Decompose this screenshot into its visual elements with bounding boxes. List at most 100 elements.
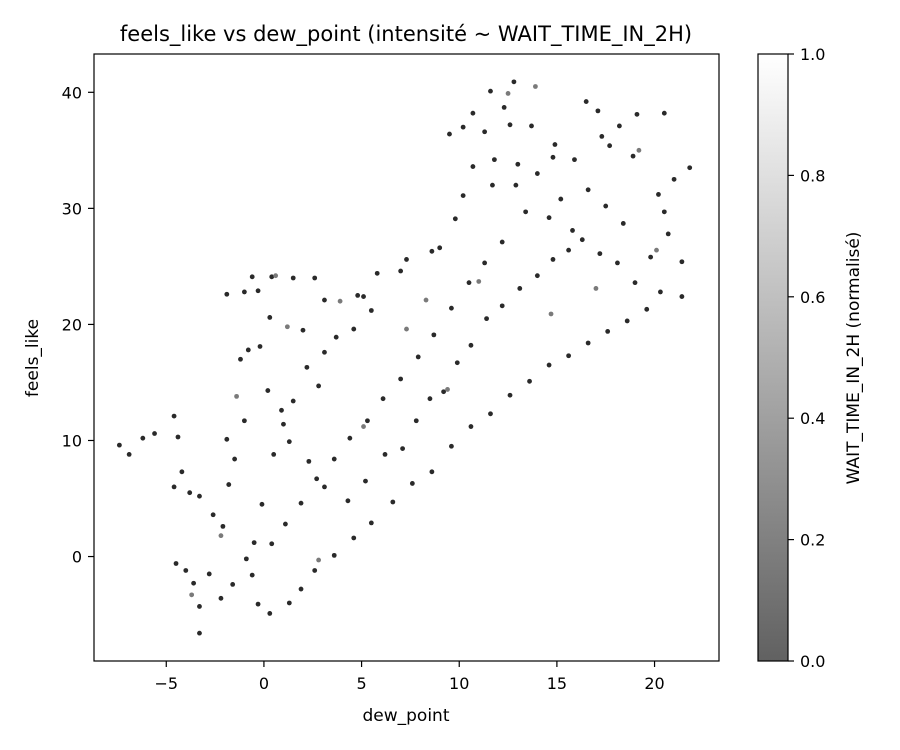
data-point <box>460 193 466 198</box>
data-point <box>572 157 577 163</box>
data-point <box>476 279 482 284</box>
data-point <box>583 99 589 104</box>
data-point <box>197 630 202 636</box>
data-point <box>607 143 613 149</box>
data-point <box>300 327 306 333</box>
data-point <box>548 311 554 317</box>
data-point <box>290 398 296 404</box>
data-point <box>423 297 429 303</box>
data-point <box>488 88 493 94</box>
data-point <box>661 209 667 215</box>
colorbar <box>758 54 788 661</box>
colorbar-tick-label: 0.6 <box>800 288 825 307</box>
data-point <box>466 280 472 286</box>
data-point <box>241 418 247 424</box>
data-point <box>337 298 343 304</box>
data-point <box>116 442 122 448</box>
chart-title: feels_like vs dew_point (intensité ~ WAI… <box>120 22 692 47</box>
data-point <box>316 383 322 389</box>
data-point <box>671 176 677 182</box>
data-point <box>599 134 605 139</box>
data-point <box>634 111 640 117</box>
data-point <box>429 469 435 475</box>
data-point <box>404 257 409 262</box>
data-point <box>259 501 265 507</box>
data-point <box>245 347 251 353</box>
data-point <box>220 523 226 529</box>
data-point <box>470 164 476 169</box>
y-tick-label: 0 <box>72 548 82 567</box>
data-point <box>251 540 257 546</box>
data-point <box>409 481 415 486</box>
data-point <box>230 581 236 587</box>
data-point <box>271 452 277 457</box>
data-point <box>286 600 292 606</box>
x-tick-label: 10 <box>449 674 469 693</box>
x-tick-label: 0 <box>259 674 269 693</box>
data-point <box>351 326 357 332</box>
data-point <box>452 216 458 222</box>
data-point <box>355 293 361 298</box>
data-point <box>427 396 433 402</box>
data-point <box>322 349 327 355</box>
data-point <box>284 324 290 330</box>
data-point <box>597 251 603 257</box>
data-point <box>304 364 310 370</box>
data-point <box>347 435 353 441</box>
data-point <box>312 568 318 573</box>
data-point <box>415 354 421 360</box>
colorbar-frame <box>757 53 789 662</box>
colorbar-tick-label: 0.2 <box>800 531 825 550</box>
data-point <box>269 541 275 547</box>
data-point <box>298 500 304 506</box>
data-point <box>398 268 404 274</box>
data-point <box>267 315 273 320</box>
data-point <box>361 294 366 299</box>
data-point <box>454 360 460 366</box>
data-point <box>488 411 493 417</box>
data-point <box>570 228 575 233</box>
data-point <box>368 520 374 526</box>
data-point <box>267 611 273 616</box>
data-point <box>616 123 622 129</box>
data-point <box>218 533 224 539</box>
data-point <box>322 297 327 303</box>
data-point <box>585 340 591 346</box>
data-point <box>468 424 474 429</box>
data-point <box>636 147 642 153</box>
data-point <box>665 231 671 237</box>
data-point <box>187 490 193 496</box>
data-point <box>429 248 435 254</box>
data-point <box>644 306 650 312</box>
data-point <box>368 308 374 313</box>
data-point <box>206 571 212 577</box>
data-point <box>507 392 513 398</box>
data-point <box>189 592 195 598</box>
data-point <box>431 332 437 338</box>
data-point <box>283 521 288 527</box>
data-point <box>126 452 132 457</box>
data-point <box>615 260 620 266</box>
x-tick-label: 5 <box>356 674 366 693</box>
data-point <box>404 326 409 332</box>
data-point <box>333 334 339 340</box>
data-point <box>679 294 685 299</box>
data-point <box>687 165 693 171</box>
data-point <box>218 595 224 601</box>
data-point <box>286 439 292 445</box>
data-point <box>605 328 611 334</box>
data-point <box>654 247 659 253</box>
data-point <box>558 196 564 202</box>
data-point <box>279 407 284 413</box>
data-point <box>579 237 585 243</box>
data-point <box>546 362 552 368</box>
data-point <box>363 478 368 484</box>
data-point <box>249 274 255 280</box>
data-point <box>566 353 572 359</box>
data-point <box>234 393 239 399</box>
data-point <box>331 552 337 558</box>
data-point <box>511 79 517 85</box>
data-point <box>331 456 337 462</box>
data-point <box>226 482 232 487</box>
data-point <box>345 498 351 504</box>
